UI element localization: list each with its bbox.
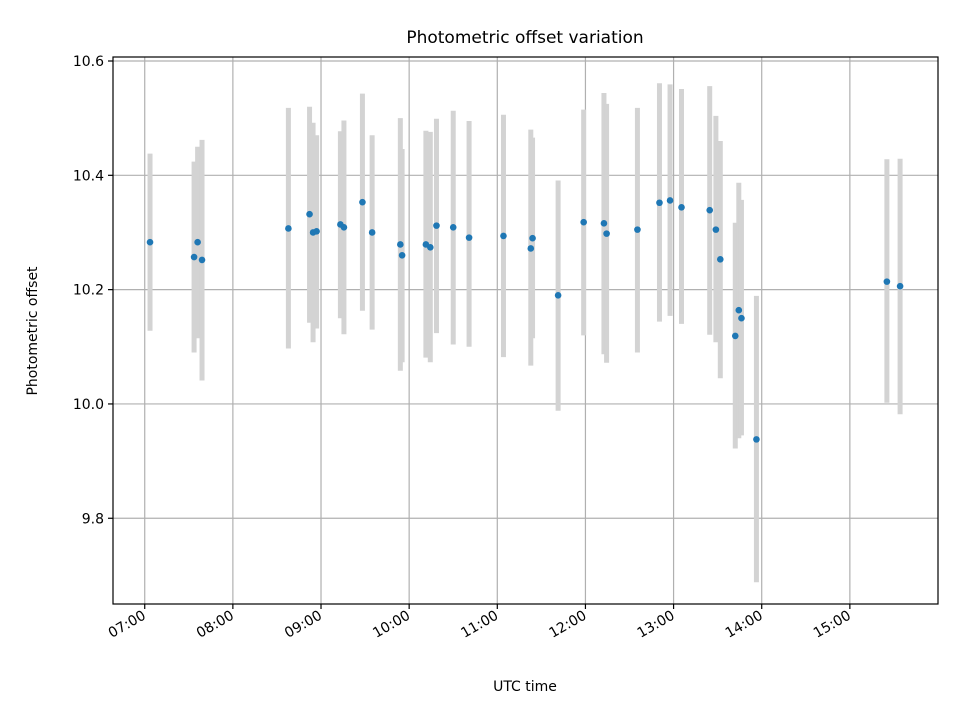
- errorbar-layer: [147, 83, 903, 583]
- chart-title: Photometric offset variation: [406, 28, 643, 48]
- x-axis-label: UTC time: [493, 679, 557, 695]
- point-layer: [146, 197, 904, 443]
- x-tick-label: 13:00: [635, 608, 678, 642]
- data-point: [313, 228, 320, 235]
- data-point: [656, 199, 663, 207]
- x-tick-label: 12:00: [546, 608, 589, 642]
- y-tick-label: 10.6: [73, 54, 104, 70]
- data-point: [465, 234, 473, 241]
- data-point: [398, 252, 406, 259]
- data-point: [706, 206, 714, 214]
- data-point: [666, 197, 674, 204]
- data-point: [678, 204, 685, 211]
- x-tick-label: 14:00: [723, 608, 766, 642]
- data-point: [738, 314, 745, 322]
- data-point: [397, 241, 404, 248]
- x-tick-label: 09:00: [282, 608, 325, 642]
- data-point: [896, 282, 904, 290]
- data-point: [359, 198, 366, 206]
- y-axis-label: Photometric offset: [25, 266, 41, 396]
- x-tick-label: 08:00: [194, 608, 237, 642]
- data-point: [449, 224, 457, 231]
- data-point: [712, 226, 720, 233]
- data-point: [753, 436, 760, 443]
- data-point: [146, 238, 154, 246]
- data-point: [731, 332, 739, 340]
- data-point: [198, 256, 206, 264]
- y-tick-label: 10.0: [73, 397, 104, 413]
- data-point: [427, 244, 434, 251]
- data-point: [634, 226, 641, 233]
- data-point: [190, 253, 198, 261]
- data-point: [368, 229, 376, 236]
- x-tick-label: 07:00: [106, 608, 149, 642]
- data-point: [554, 292, 562, 299]
- plot-frame: [112, 56, 939, 605]
- data-point: [580, 218, 587, 226]
- data-point: [735, 306, 743, 314]
- grid-layer: [113, 57, 938, 604]
- data-point: [527, 245, 535, 252]
- data-point: [433, 222, 440, 229]
- data-point: [194, 238, 201, 246]
- x-tick-label: 11:00: [458, 608, 501, 642]
- data-point: [285, 225, 292, 232]
- data-point: [306, 210, 313, 218]
- x-tick-label: 15:00: [811, 608, 854, 642]
- y-tick-label: 10.2: [73, 283, 104, 299]
- data-point: [529, 234, 536, 242]
- data-point: [500, 232, 507, 240]
- data-point: [716, 256, 724, 263]
- y-tick-label: 9.8: [82, 511, 104, 527]
- y-tick-label: 10.4: [73, 168, 104, 184]
- data-point: [603, 230, 610, 237]
- data-point: [340, 224, 348, 231]
- data-point: [600, 220, 608, 227]
- x-tick-label: 10:00: [370, 608, 413, 642]
- data-point: [883, 278, 891, 285]
